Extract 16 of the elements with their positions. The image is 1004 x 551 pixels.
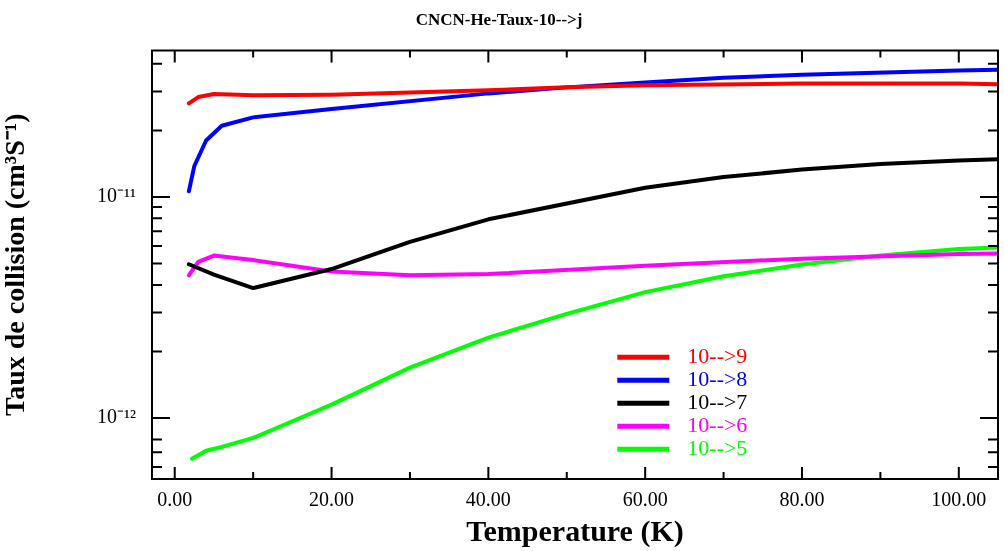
x-tick-label: 40.00 [465,488,511,511]
legend-label: 10-->5 [687,435,748,461]
y-tick-label: 10⁻¹² [97,405,136,428]
x-tick-label: 80.00 [779,488,825,511]
y-tick-label: 10⁻¹¹ [97,184,136,207]
chart-title: CNCN-He-Taux-10-->j [415,9,583,29]
legend-label: 10-->6 [687,412,748,438]
x-tick-label: 60.00 [622,488,668,511]
legend-label: 10-->7 [687,389,748,415]
x-tick-label: 20.00 [309,488,355,511]
y-axis-title: Taux de collision (cm³S⁻¹) [0,113,31,416]
legend-label: 10-->8 [687,366,748,392]
x-tick-label: 100.00 [931,488,987,511]
x-tick-label: 0.00 [157,488,193,511]
legend-label: 10-->9 [687,343,748,369]
x-axis-title: Temperature (K) [466,513,684,548]
